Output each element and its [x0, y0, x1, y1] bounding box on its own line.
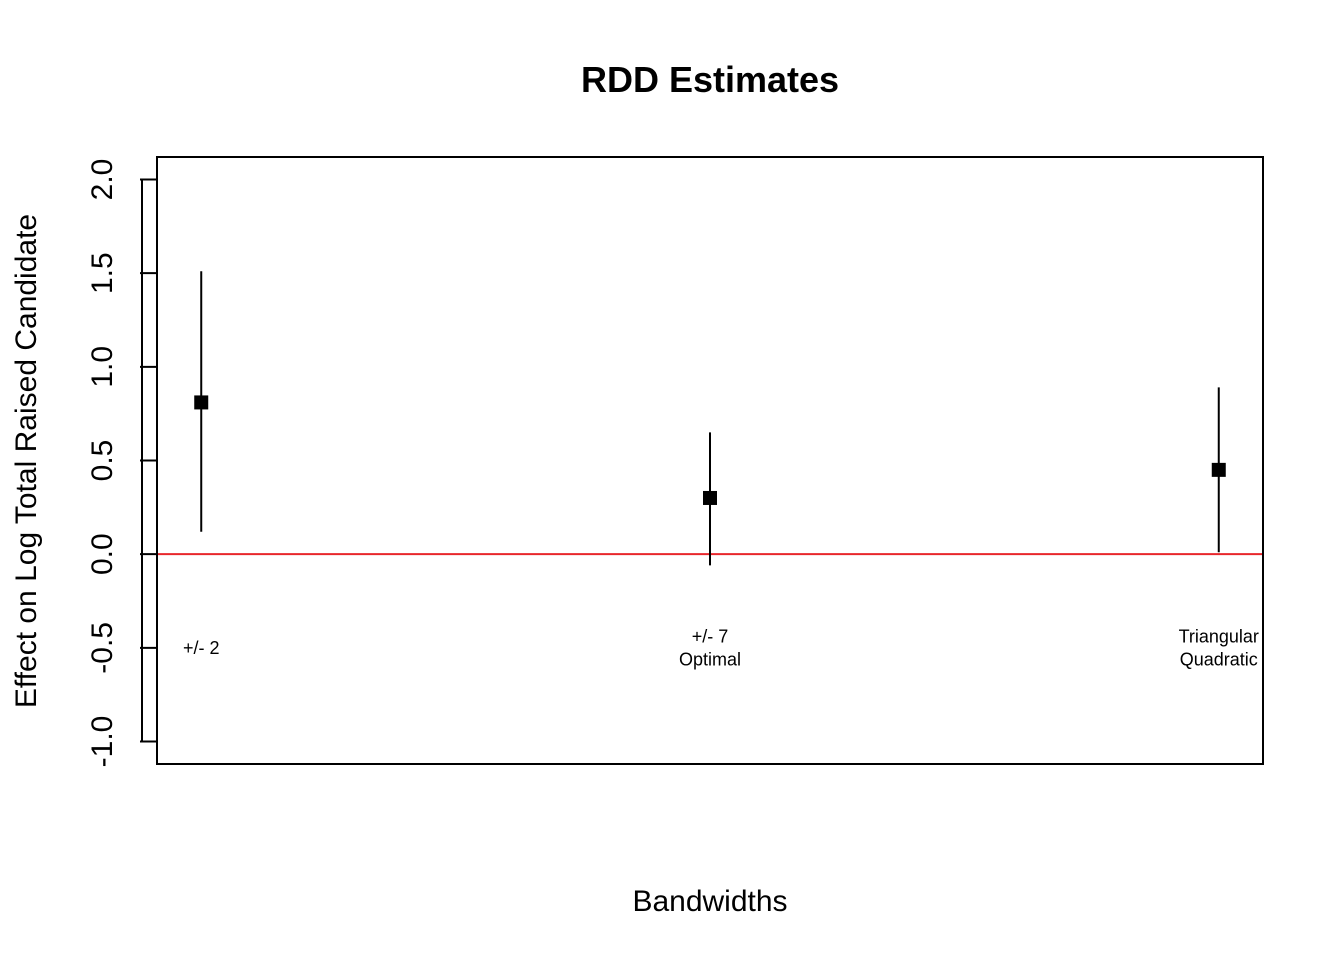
y-tick-label: -0.5 [86, 622, 119, 674]
point-estimate [194, 395, 209, 410]
y-axis: -1.0 -0.5 0.0 0.5 1.0 1.5 2.0 [86, 159, 157, 768]
category-label: +/- 2 [183, 638, 220, 658]
y-tick-label: 1.5 [86, 252, 119, 294]
x-axis-label: Bandwidths [632, 885, 787, 918]
category-label: +/- 7 [692, 626, 729, 646]
point-estimate [703, 490, 717, 505]
y-tick-label: 0.5 [86, 440, 119, 482]
category-label: Optimal [679, 649, 741, 669]
y-axis-label: Effect on Log Total Raised Candidate [10, 214, 43, 708]
category-label: Quadratic [1180, 649, 1258, 669]
category-label: Triangular [1179, 626, 1259, 646]
y-tick-label: 1.0 [86, 346, 119, 388]
y-tick-label: 2.0 [86, 159, 119, 201]
category-labels-layer: +/- 2 +/- 7 Optimal Triangular Quadratic [183, 626, 1259, 669]
point-estimate [1211, 462, 1226, 477]
y-tick-label: -1.0 [86, 716, 119, 768]
estimates-layer [194, 271, 1226, 566]
y-tick-label: 0.0 [86, 533, 119, 575]
chart-title: RDD Estimates [581, 59, 839, 100]
